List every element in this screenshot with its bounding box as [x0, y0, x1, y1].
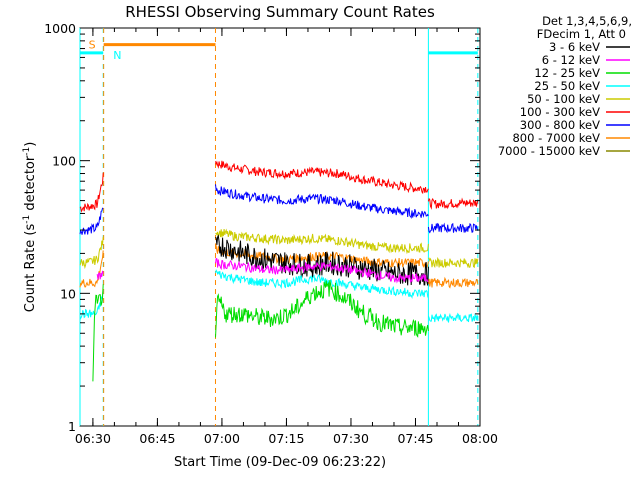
series-line-6-12-keV-seg0	[96, 270, 104, 280]
legend-header-decimation: FDecim 1, Att 0	[537, 27, 626, 41]
legend-label-5: 100 - 300 keV	[520, 105, 600, 119]
series-line-25-50-keV-seg0	[79, 289, 104, 320]
y-tick-label-2: 100	[52, 154, 76, 169]
series-line-25-50-keV-seg2	[427, 312, 479, 323]
y-axis-label-sup2: -1	[22, 147, 32, 156]
series-line-300-800-keV-seg2	[427, 222, 479, 234]
x-tick-label-1: 06:45	[139, 431, 175, 446]
y-axis: 1 10 100 1000	[44, 21, 480, 434]
x-tick-label-6: 08:00	[462, 431, 498, 446]
series-line-25-50-keV-seg1	[215, 269, 429, 299]
series-line-800-7000-keV-seg2	[427, 276, 479, 289]
y-axis-label-sup1: -1	[22, 215, 32, 224]
y-tick-label-1: 10	[60, 286, 76, 301]
legend-label-0: 3 - 6 keV	[549, 40, 600, 54]
series-line-50-100-keV-seg1	[215, 228, 429, 255]
y-tick-label-0: 1	[68, 419, 76, 434]
x-tick-label-4: 07:30	[333, 431, 369, 446]
x-axis: 06:30 06:45 07:00 07:15 07:30 07:45 08:00	[75, 28, 498, 446]
legend-label-1: 6 - 12 keV	[542, 53, 600, 67]
plot-frame	[79, 27, 481, 427]
series-line-50-100-keV-seg2	[428, 256, 479, 269]
series-line-300-800-keV-seg0	[79, 207, 104, 235]
legend-label-6: 300 - 800 keV	[520, 118, 600, 132]
y-axis-label-part3: )	[23, 142, 38, 147]
legend-header-detectors: Det 1,3,4,5,6,9,	[542, 14, 632, 28]
series-line-12-25-keV-seg1	[215, 280, 429, 338]
y-axis-label: Count Rate (s-1 detector-1)	[22, 142, 38, 313]
y-axis-label-part1: Count Rate (s	[23, 224, 38, 313]
legend-label-4: 50 - 100 keV	[527, 92, 600, 106]
chart-title: RHESSI Observing Summary Count Rates	[125, 3, 435, 21]
x-axis-label: Start Time (09-Dec-09 06:23:22)	[174, 455, 386, 470]
legend: Det 1,3,4,5,6,9, FDecim 1, Att 0 3 - 6 k…	[498, 14, 632, 158]
legend-label-3: 25 - 50 keV	[534, 79, 600, 93]
series-line-300-800-keV-seg1	[215, 184, 429, 219]
x-tick-label-5: 07:45	[397, 431, 433, 446]
y-tick-label-3: 1000	[44, 21, 76, 36]
series-line-800-7000-keV-seg0	[79, 250, 104, 288]
marker-layer: SN	[80, 39, 478, 62]
series-line-12-25-keV-seg0	[92, 284, 104, 382]
series-line-800-7000-keV-seg1	[215, 243, 429, 268]
series-line-6-12-keV-seg1	[215, 257, 429, 284]
plot-vertical-markers	[79, 28, 479, 426]
series-line-100-300-keV-seg0	[79, 172, 104, 213]
x-tick-label-0: 06:30	[75, 431, 111, 446]
series-line-100-300-keV-seg1	[215, 160, 429, 195]
series-line-50-100-keV-seg0	[79, 236, 104, 270]
y-axis-label-part2: detector	[23, 155, 38, 215]
x-tick-label-3: 07:15	[268, 431, 304, 446]
flag-label-s: S	[89, 39, 96, 52]
legend-label-8: 7000 - 15000 keV	[498, 144, 600, 158]
flag-label-n: N	[113, 49, 121, 62]
legend-label-2: 12 - 25 keV	[534, 66, 600, 80]
x-tick-label-2: 07:00	[204, 431, 240, 446]
legend-label-7: 800 - 7000 keV	[512, 131, 600, 145]
series-line-3-6-keV-seg0	[215, 234, 429, 286]
series-layer	[79, 160, 479, 382]
series-line-100-300-keV-seg2	[427, 197, 479, 210]
